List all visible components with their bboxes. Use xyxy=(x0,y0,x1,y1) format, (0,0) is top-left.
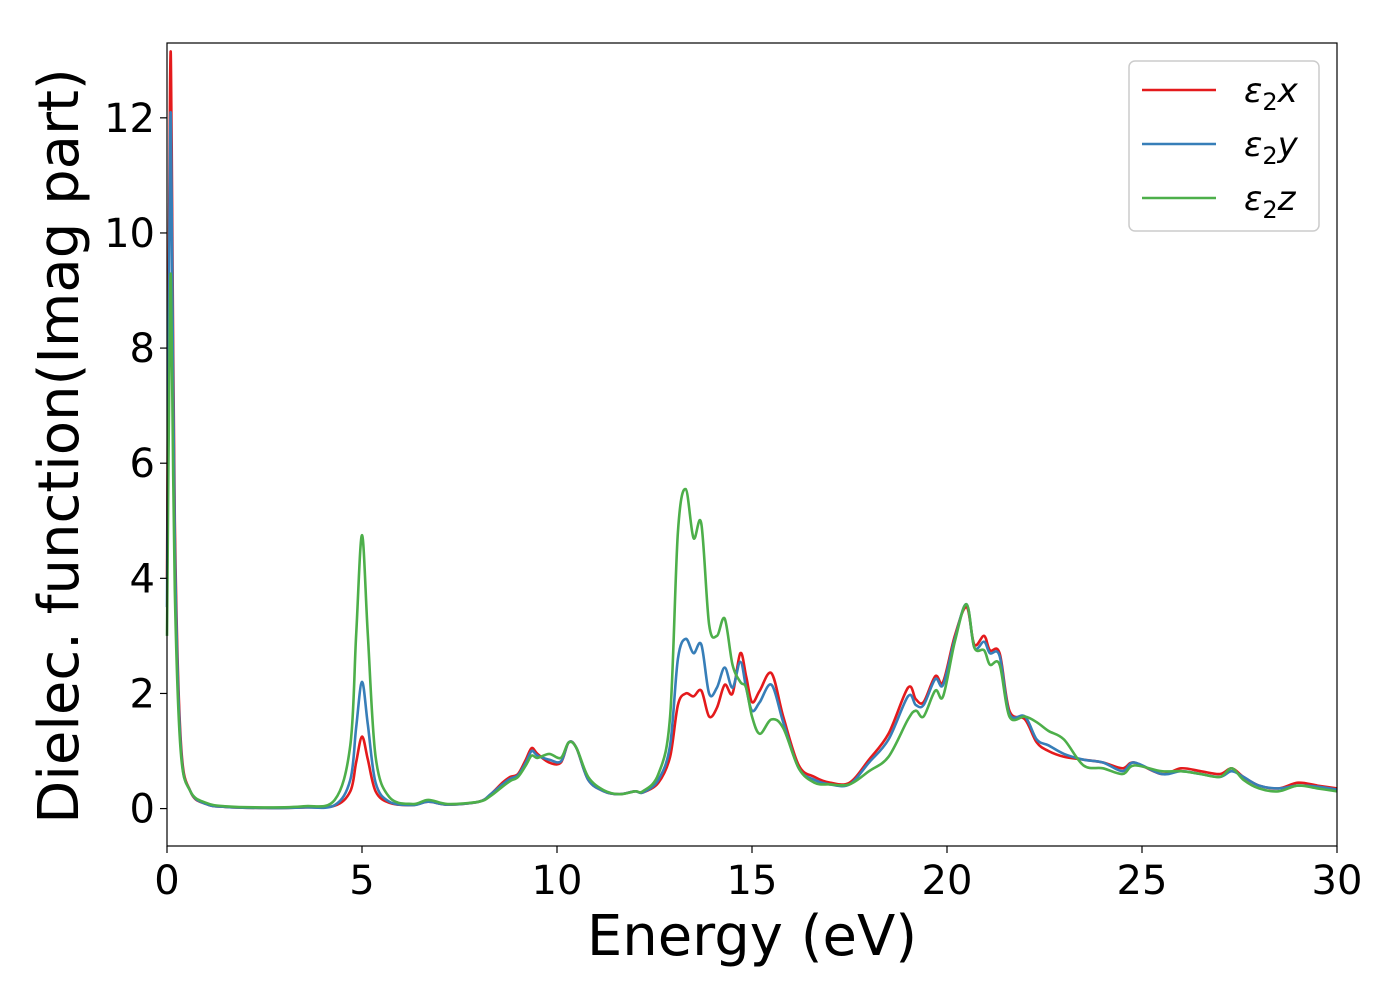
x-tick-label: 10 xyxy=(532,858,583,904)
series-line-e2x xyxy=(165,50,1338,810)
legend-label-e2y: ε2y xyxy=(1244,125,1299,170)
y-tick-label: 0 xyxy=(130,787,155,833)
x-tick-label: 15 xyxy=(727,858,778,904)
y-tick-label: 8 xyxy=(130,326,155,372)
legend-box xyxy=(1128,60,1320,232)
x-tick-label: 20 xyxy=(922,858,973,904)
y-tick-label: 6 xyxy=(130,441,155,487)
x-axis: 0 5 10 15 20 25 30 xyxy=(154,846,1362,904)
series-layer xyxy=(165,50,1338,810)
series-line-e2z xyxy=(165,272,1338,809)
y-tick-label: 2 xyxy=(130,671,155,717)
y-axis-label: Dielec. function(Imag part) xyxy=(27,68,92,824)
y-axis: 0 2 4 6 8 10 12 xyxy=(104,96,167,833)
x-tick-label: 25 xyxy=(1117,858,1168,904)
series-line-e2y xyxy=(165,111,1338,810)
legend: ε2x ε2y ε2z xyxy=(1128,60,1320,232)
y-tick-label: 4 xyxy=(130,556,155,602)
legend-label-e2z: ε2z xyxy=(1244,179,1297,224)
x-tick-label: 30 xyxy=(1312,858,1363,904)
x-axis-label: Energy (eV) xyxy=(587,904,917,969)
x-tick-label: 5 xyxy=(349,858,374,904)
legend-label-e2x: ε2x xyxy=(1244,71,1299,116)
x-tick-label: 0 xyxy=(154,858,179,904)
y-tick-label: 10 xyxy=(104,211,155,257)
y-tick-label: 12 xyxy=(104,96,155,142)
